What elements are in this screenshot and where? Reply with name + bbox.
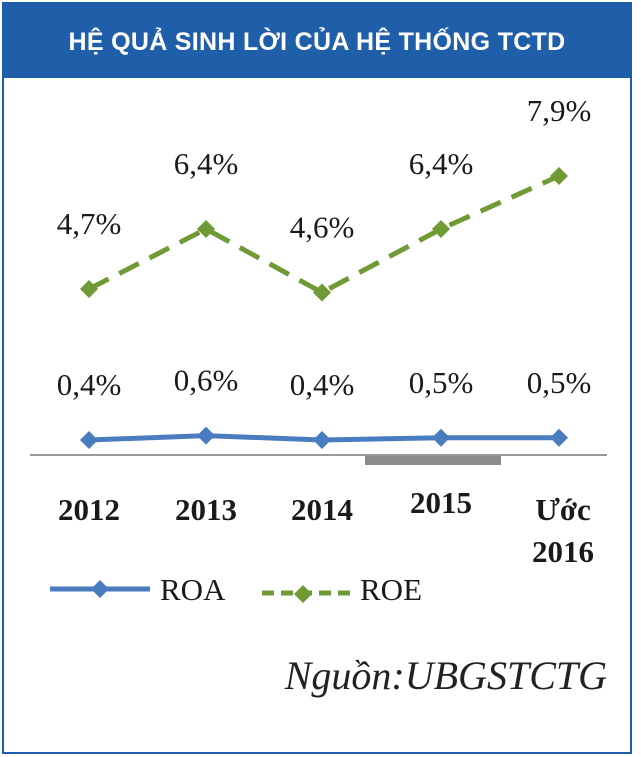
legend: ROA ROE	[50, 572, 422, 607]
roa-data-label: 0,4%	[290, 367, 355, 402]
data-label-layer: 0,4% 0,6% 0,4% 0,5% 0,5% 4,7% 6,4% 4,6% 6,4% 7,9%	[57, 93, 592, 402]
roe-point	[313, 283, 331, 302]
roe-data-label: 4,6%	[290, 210, 355, 245]
series-layer	[80, 167, 568, 449]
roa-point	[550, 428, 568, 447]
chart-title: HỆ QUẢ SINH LỜI CỦA HỆ THỐNG TCTD	[68, 27, 566, 56]
roa-data-label: 0,5%	[409, 365, 474, 400]
legend-roa-marker	[91, 580, 109, 598]
axis-layer	[30, 454, 607, 465]
roa-data-label: 0,4%	[57, 367, 122, 402]
legend-roa-label: ROA	[160, 572, 226, 607]
x-tick-label: 2014	[291, 492, 353, 527]
legend-roe-label: ROE	[360, 572, 422, 607]
roe-point	[197, 219, 215, 238]
roa-point	[313, 431, 331, 449]
roe-data-label: 4,7%	[57, 206, 122, 241]
source-note: Nguồn:UBGSTCTG	[284, 653, 607, 698]
baseline-highlight-bar	[365, 456, 501, 465]
x-tick-label: 2015	[410, 485, 472, 520]
roe-point	[550, 167, 568, 186]
title-banner	[2, 2, 632, 78]
roe-point	[80, 280, 98, 298]
roa-data-label: 0,6%	[174, 363, 239, 398]
roa-point	[80, 431, 98, 449]
x-tick-label: 2012	[58, 492, 120, 527]
x-tick-label: 2016	[532, 534, 594, 569]
roe-data-label: 7,9%	[527, 93, 592, 128]
roe-series-line	[87, 173, 561, 296]
x-tick-layer: 2012 2013 2014 2015 Ước 2016	[58, 485, 594, 569]
x-tick-label: 2013	[175, 492, 237, 527]
roe-data-label: 6,4%	[174, 146, 239, 181]
roe-point	[432, 219, 450, 238]
roe-data-label: 6,4%	[409, 146, 474, 181]
chart-frame: HỆ QUẢ SINH LỜI CỦA HỆ THỐNG TCTD	[2, 2, 632, 754]
roa-point	[432, 428, 450, 447]
legend-roe-marker	[294, 585, 312, 603]
roa-point	[197, 426, 215, 445]
roa-data-label: 0,5%	[527, 365, 592, 400]
x-tick-label: Ước	[535, 492, 591, 527]
